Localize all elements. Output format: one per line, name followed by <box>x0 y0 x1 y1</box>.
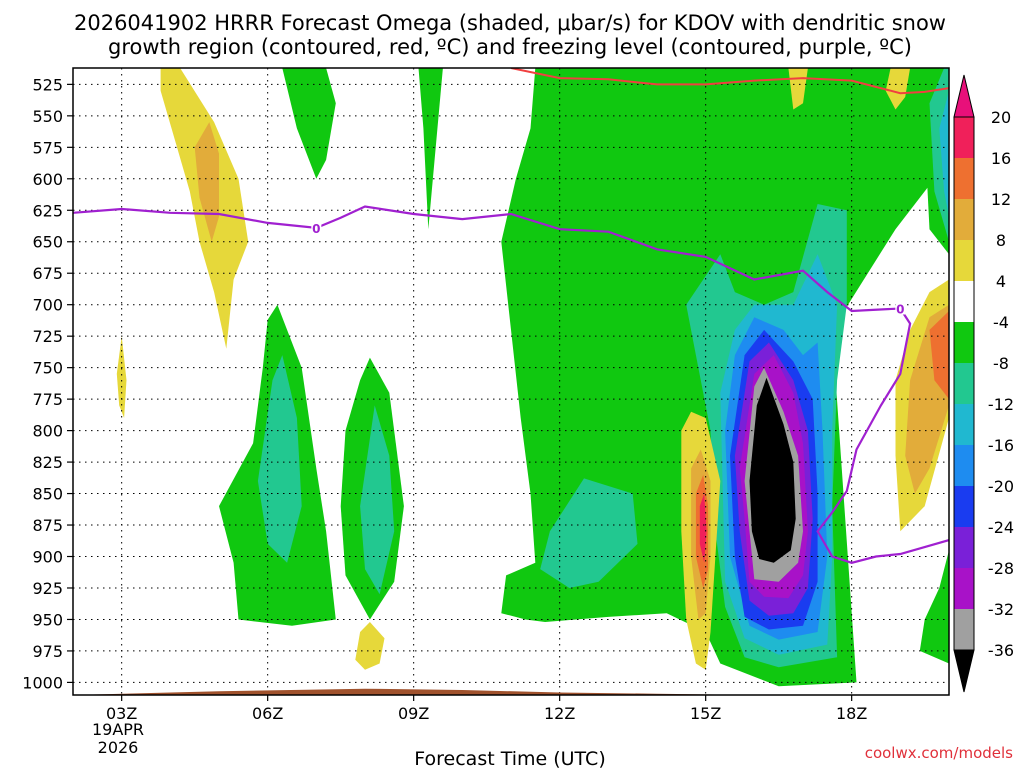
colorbar-tick-label-neg12: -12 <box>988 395 1014 414</box>
colorbar-swatch--32-to--28 <box>954 568 974 610</box>
colorbar-tick-label-neg32: -32 <box>988 600 1014 619</box>
colorbar-tick-label-neg16: -16 <box>988 436 1014 455</box>
x-tick-label-12z: 12Z <box>544 704 575 723</box>
omega-region-red-15z <box>699 493 707 563</box>
y-tick-label-575: 575 <box>32 138 63 157</box>
colorbar-tick-label-neg8: -8 <box>993 354 1009 373</box>
omega-region-green-north-spike <box>418 68 443 230</box>
freezing-level-label-0: 0 <box>312 222 320 236</box>
omega-region-yellow-small-left <box>116 336 127 418</box>
colorbar-tick-label-20: 20 <box>991 108 1011 127</box>
colorbar-tick-label-neg36: -36 <box>988 641 1014 660</box>
omega-region-green-west-upper <box>209 68 336 179</box>
y-tick-label-700: 700 <box>32 296 63 315</box>
y-tick-label-625: 625 <box>32 201 63 220</box>
colorbar-border <box>953 116 975 651</box>
chart-title-line-1: 2026041902 HRRR Forecast Omega (shaded, … <box>74 11 946 35</box>
x-date-line-1: 19APR <box>92 720 144 739</box>
x-tick-label-06z: 06Z <box>252 704 283 723</box>
y-tick-label-875: 875 <box>32 516 63 535</box>
colorbar-tick-label-neg20: -20 <box>988 477 1014 496</box>
x-axis-label: Forecast Time (UTC) <box>414 748 605 768</box>
omega-region-orange-east-mid <box>929 311 949 400</box>
colorbar-swatch--8-to--4 <box>954 322 974 364</box>
colorbar-under-triangle <box>953 649 975 693</box>
grid-layer <box>73 68 949 695</box>
y-tick-label-525: 525 <box>32 75 63 94</box>
y-tick-label-675: 675 <box>32 264 63 283</box>
x-axis: 19APR 2026 Forecast Time (UTC) 03Z 06Z 09Z… <box>92 695 867 768</box>
plot-border <box>72 67 950 696</box>
colorbar-swatch-12-to-16 <box>954 158 974 200</box>
y-tick-label-650: 650 <box>32 233 63 252</box>
colorbar: 20 16 12 8 4 -4 -8 -12 -16 -20 -24 -28 -32 -36 <box>953 74 1014 693</box>
omega-region-yellow-small-bottom <box>355 622 385 670</box>
colorbar-swatch-8-to-12 <box>954 199 974 241</box>
chart-title-line-2: growth region (contoured, red, ºC) and f… <box>108 35 912 59</box>
x-tick-label-18z: 18Z <box>836 704 867 723</box>
colorbar-tick-label-neg28: -28 <box>988 559 1014 578</box>
y-tick-label-950: 950 <box>32 610 63 629</box>
omega-region-teal-west-lower <box>257 355 302 563</box>
x-tick-label-03z: 03Z <box>106 704 137 723</box>
y-tick-label-925: 925 <box>32 579 63 598</box>
omega-region-black-core <box>749 377 796 563</box>
omega-region-teal-mid <box>540 478 638 588</box>
y-tick-label-1000: 1000 <box>22 673 63 692</box>
omega-region-cyan-east-top <box>939 90 949 217</box>
y-tick-label-975: 975 <box>32 642 63 661</box>
freezing-label-bg-0 <box>311 220 322 234</box>
freezing-label-bg-1 <box>895 301 906 315</box>
colorbar-tick-label-4: 4 <box>996 272 1006 291</box>
colorbar-swatch--24-to--20 <box>954 486 974 528</box>
omega-region-teal-west-oval <box>360 405 395 595</box>
y-axis: 525 550 575 600 625 650 675 700 725 750 775 800 825 8… <box>22 75 73 692</box>
contour-layer: 00 <box>73 68 949 564</box>
plot-area: 00 <box>72 67 950 696</box>
y-tick-label-825: 825 <box>32 453 63 472</box>
terrain-layer <box>73 688 949 695</box>
y-tick-label-750: 750 <box>32 359 63 378</box>
colorbar-swatch-16-to-20 <box>954 117 974 159</box>
y-tick-label-550: 550 <box>32 107 63 126</box>
colorbar-swatch--28-to--24 <box>954 527 974 569</box>
omega-shading-layer <box>116 68 949 687</box>
dgz-contour-line <box>510 68 949 95</box>
omega-region-gold-west-top <box>194 122 219 242</box>
colorbar-over-triangle <box>953 74 975 118</box>
y-tick-label-900: 900 <box>32 548 63 567</box>
colorbar-swatch--36-to--32 <box>954 609 974 651</box>
colorbar-swatch--20-to--16 <box>954 445 974 487</box>
omega-region-green-east-edge <box>919 550 949 664</box>
y-tick-label-600: 600 <box>32 170 63 189</box>
colorbar-tick-label-neg24: -24 <box>988 518 1014 537</box>
colorbar-tick-label-16: 16 <box>991 149 1011 168</box>
x-date-line-2: 2026 <box>98 738 139 757</box>
colorbar-tick-label-neg4: -4 <box>993 313 1009 332</box>
colorbar-swatch--12-to--8 <box>954 363 974 405</box>
x-tick-label-15z: 15Z <box>690 704 721 723</box>
freezing-level-label-1: 0 <box>896 302 904 316</box>
colorbar-swatch--16-to--12 <box>954 404 974 446</box>
y-tick-label-850: 850 <box>32 485 63 504</box>
colorbar-swatch-4-to-8 <box>954 240 974 282</box>
terrain-ground <box>73 688 949 695</box>
y-tick-label-725: 725 <box>32 327 63 346</box>
colorbar-swatch--4-to-4 <box>954 281 974 323</box>
x-tick-label-09z: 09Z <box>398 704 429 723</box>
credit-text[interactable]: coolwx.com/models <box>865 744 1013 762</box>
y-tick-label-775: 775 <box>32 390 63 409</box>
y-tick-label-800: 800 <box>32 422 63 441</box>
colorbar-tick-label-12: 12 <box>991 190 1011 209</box>
omega-region-yellow-east-top-right <box>885 68 911 110</box>
colorbar-tick-label-8: 8 <box>996 231 1006 250</box>
